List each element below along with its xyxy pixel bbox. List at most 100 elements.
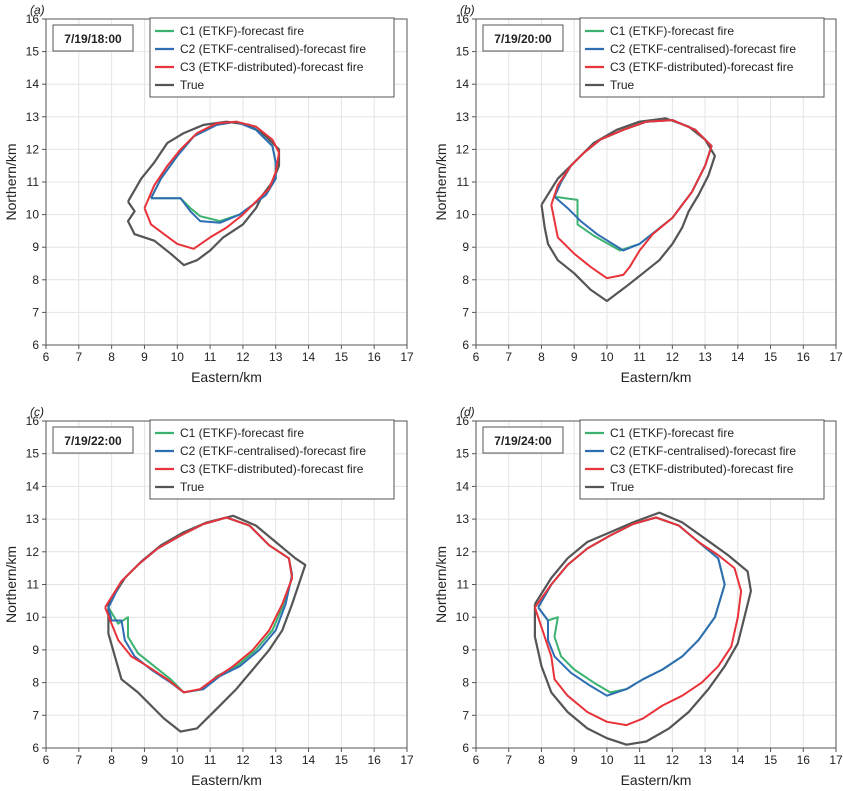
- x-tick-label: 7: [75, 350, 82, 364]
- y-tick-label: 15: [456, 45, 470, 59]
- y-tick-label: 8: [462, 676, 469, 690]
- x-tick-label: 10: [600, 753, 614, 767]
- y-axis-label: Northern/km: [3, 143, 19, 220]
- y-tick-label: 10: [26, 610, 40, 624]
- y-tick-label: 13: [26, 512, 40, 526]
- legend-entry: C1 (ETKF)-forecast fire: [180, 24, 304, 38]
- x-tick-label: 9: [571, 753, 578, 767]
- x-tick-label: 16: [368, 753, 382, 767]
- series-line-c2: [537, 516, 726, 697]
- y-tick-label: 7: [32, 708, 39, 722]
- x-tick-label: 15: [335, 350, 349, 364]
- panel-label: (d): [460, 405, 475, 419]
- y-tick-label: 9: [462, 643, 469, 657]
- series-line-c3: [104, 516, 294, 694]
- chart-panel-4: 6 7 8 9 10 11 12 13 14 15 16 17 6 7 8 9 10 11 12 13 14 15 16 Ea…: [433, 405, 843, 788]
- time-label: 7/19/24:00: [494, 434, 552, 448]
- x-tick-label: 16: [797, 350, 811, 364]
- x-tick-label: 10: [600, 350, 614, 364]
- y-tick-label: 15: [26, 45, 40, 59]
- series-line-c1: [537, 516, 726, 694]
- chart-panel-1: 6 7 8 9 10 11 12 13 14 15 16 17 6 7 8 9 10 11 12 13 14 15 16 Ea…: [3, 3, 414, 385]
- x-tick-label: 13: [698, 350, 712, 364]
- x-tick-label: 6: [43, 753, 50, 767]
- x-tick-label: 10: [171, 753, 185, 767]
- y-tick-label: 13: [456, 110, 470, 124]
- y-tick-label: 16: [456, 414, 470, 428]
- x-tick-label: 17: [829, 753, 843, 767]
- y-tick-label: 12: [26, 142, 40, 156]
- x-tick-label: 11: [204, 753, 217, 767]
- x-tick-label: 13: [269, 753, 283, 767]
- x-tick-label: 6: [473, 753, 480, 767]
- legend-entry: C3 (ETKF-distributed)-forecast fire: [180, 462, 364, 476]
- legend-entry: True: [180, 78, 205, 92]
- x-tick-label: 15: [764, 753, 778, 767]
- x-tick-label: 15: [764, 350, 778, 364]
- legend-entry: C2 (ETKF-centralised)-forecast fire: [180, 42, 366, 56]
- legend-entry: C2 (ETKF-centralised)-forecast fire: [610, 444, 796, 458]
- x-tick-label: 17: [829, 350, 843, 364]
- y-tick-label: 11: [457, 578, 470, 592]
- x-tick-label: 8: [538, 753, 545, 767]
- x-tick-label: 12: [236, 753, 250, 767]
- y-tick-label: 8: [32, 676, 39, 690]
- x-tick-label: 14: [302, 350, 316, 364]
- y-tick-label: 14: [26, 479, 40, 493]
- x-axis-label: Eastern/km: [621, 772, 692, 788]
- y-tick-label: 6: [462, 338, 469, 352]
- time-label: 7/19/20:00: [494, 32, 552, 46]
- x-tick-label: 14: [731, 350, 745, 364]
- x-tick-label: 11: [204, 350, 217, 364]
- chart-panel-3: 6 7 8 9 10 11 12 13 14 15 16 17 6 7 8 9 10 11 12 13 14 15 16 Ea…: [3, 405, 414, 788]
- y-tick-label: 14: [26, 77, 40, 91]
- x-tick-label: 6: [473, 350, 480, 364]
- series-line-true: [540, 117, 716, 303]
- y-tick-label: 10: [456, 610, 470, 624]
- x-tick-label: 13: [269, 350, 283, 364]
- legend-entry: C3 (ETKF-distributed)-forecast fire: [610, 462, 794, 476]
- x-tick-label: 12: [236, 350, 250, 364]
- legend-box: [149, 17, 395, 98]
- y-tick-label: 12: [456, 545, 470, 559]
- x-tick-label: 12: [666, 753, 680, 767]
- y-tick-label: 16: [456, 12, 470, 26]
- series-line-c3: [533, 516, 743, 727]
- y-tick-label: 14: [456, 479, 470, 493]
- x-tick-label: 9: [141, 350, 148, 364]
- x-tick-label: 15: [335, 753, 349, 767]
- x-tick-label: 9: [571, 350, 578, 364]
- x-tick-label: 6: [43, 350, 50, 364]
- time-label: 7/19/18:00: [64, 32, 122, 46]
- y-tick-label: 15: [26, 447, 40, 461]
- series-line-c2: [107, 516, 294, 694]
- x-tick-label: 7: [505, 753, 512, 767]
- x-tick-label: 9: [141, 753, 148, 767]
- y-tick-label: 11: [27, 175, 40, 189]
- x-tick-label: 7: [75, 753, 82, 767]
- x-tick-label: 16: [368, 350, 382, 364]
- y-tick-label: 16: [26, 12, 40, 26]
- panel-label: (c): [30, 405, 44, 419]
- x-tick-label: 14: [731, 753, 745, 767]
- y-axis-label: Northern/km: [433, 546, 449, 623]
- x-axis-label: Eastern/km: [191, 369, 262, 385]
- y-tick-label: 15: [456, 447, 470, 461]
- y-tick-label: 13: [456, 512, 470, 526]
- chart-panel-2: 6 7 8 9 10 11 12 13 14 15 16 17 6 7 8 9 10 11 12 13 14 15 16 Ea…: [433, 3, 843, 385]
- series-line-c3: [550, 119, 713, 280]
- legend-box: [579, 419, 825, 500]
- y-tick-label: 8: [32, 273, 39, 287]
- time-box: [52, 426, 134, 454]
- y-tick-label: 6: [32, 741, 39, 755]
- y-tick-label: 11: [457, 175, 470, 189]
- y-tick-label: 10: [26, 208, 40, 222]
- legend-entry: C2 (ETKF-centralised)-forecast fire: [180, 444, 366, 458]
- x-tick-label: 17: [400, 350, 414, 364]
- time-box: [52, 24, 134, 52]
- x-tick-label: 17: [400, 753, 414, 767]
- y-tick-label: 11: [27, 578, 40, 592]
- x-tick-label: 12: [666, 350, 680, 364]
- y-tick-label: 9: [462, 240, 469, 254]
